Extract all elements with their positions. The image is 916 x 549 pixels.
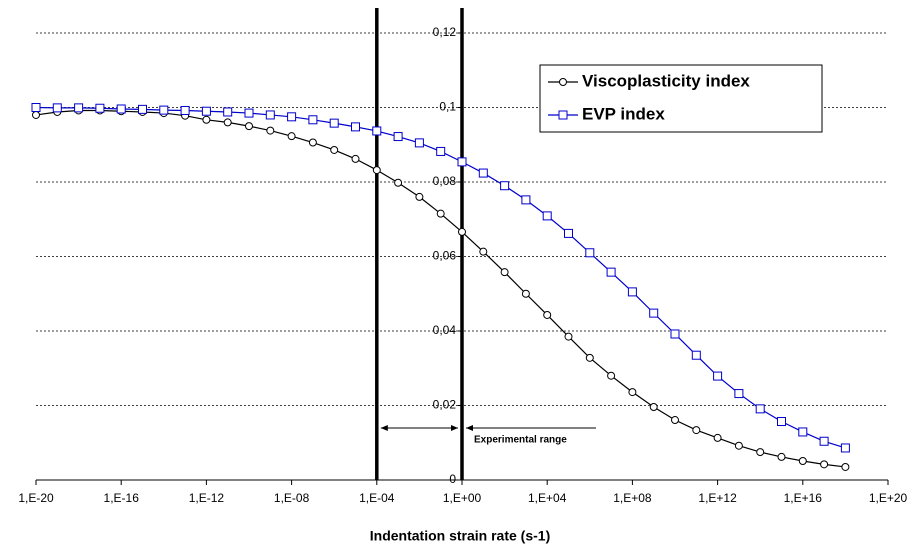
point xyxy=(159,105,169,115)
series-line xyxy=(35,109,846,468)
point xyxy=(628,388,637,397)
point xyxy=(223,107,233,117)
legend-marker xyxy=(559,78,567,86)
point xyxy=(585,248,595,258)
point xyxy=(756,448,765,457)
point xyxy=(691,350,701,360)
point xyxy=(819,436,829,446)
legend-marker xyxy=(558,110,568,120)
point xyxy=(329,118,339,128)
point xyxy=(308,115,318,125)
point xyxy=(841,462,850,471)
y-tick-label: 0,12 xyxy=(433,25,457,39)
point xyxy=(52,103,62,113)
point xyxy=(543,310,552,319)
y-tick-label: 0,06 xyxy=(433,249,457,263)
x-axis-title: Indentation strain rate (s-1) xyxy=(370,528,550,544)
point xyxy=(606,267,616,277)
point xyxy=(500,181,510,191)
y-tick-label: 0,08 xyxy=(433,174,457,188)
point xyxy=(671,416,679,425)
point xyxy=(692,426,701,435)
point xyxy=(116,104,126,114)
point xyxy=(798,427,808,437)
point xyxy=(713,433,722,442)
point xyxy=(287,112,297,122)
point xyxy=(372,166,381,175)
point xyxy=(180,105,190,115)
point xyxy=(458,227,466,236)
point xyxy=(351,122,360,132)
point xyxy=(414,138,424,148)
point xyxy=(74,103,84,113)
point xyxy=(308,138,317,147)
point xyxy=(393,132,403,142)
y-tick-label: 0,04 xyxy=(433,323,457,337)
y-tick-label: 0 xyxy=(449,472,456,486)
point xyxy=(436,209,445,218)
point xyxy=(521,195,531,205)
legend-box xyxy=(539,64,823,133)
point xyxy=(244,108,254,118)
x-tick-label: 1,E-20 xyxy=(18,491,54,505)
y-tick-label: 0,1 xyxy=(439,100,456,114)
point xyxy=(138,104,147,114)
x-tick-label: 1,E-16 xyxy=(104,491,140,505)
point xyxy=(521,289,530,298)
point xyxy=(798,457,807,466)
point xyxy=(542,211,552,221)
point xyxy=(245,122,253,131)
point xyxy=(287,132,296,141)
point xyxy=(734,389,744,399)
point xyxy=(201,106,211,116)
point xyxy=(713,371,723,381)
point xyxy=(777,452,786,461)
point xyxy=(777,417,786,427)
point xyxy=(266,126,275,135)
point xyxy=(585,353,594,362)
point xyxy=(202,115,211,124)
point xyxy=(351,154,360,163)
point xyxy=(649,402,658,411)
legend-label: EVP index xyxy=(582,104,665,123)
x-tick-label: 1,E+04 xyxy=(528,491,567,505)
point xyxy=(670,329,680,339)
point xyxy=(564,332,573,341)
point xyxy=(372,126,382,136)
point xyxy=(820,460,829,469)
x-tick-label: 1,E+12 xyxy=(698,491,737,505)
point xyxy=(436,146,446,156)
point xyxy=(627,287,637,297)
x-tick-label: 1,E-12 xyxy=(189,491,225,505)
point xyxy=(265,110,275,120)
point xyxy=(840,443,850,453)
point xyxy=(95,103,105,113)
point xyxy=(734,441,743,450)
point xyxy=(31,103,41,112)
point xyxy=(457,157,467,167)
point xyxy=(564,228,573,238)
point xyxy=(478,168,488,178)
point xyxy=(755,404,765,414)
x-tick-label: 1,E+00 xyxy=(443,491,482,505)
point xyxy=(223,118,232,127)
x-tick-label: 1,E-08 xyxy=(274,491,310,505)
x-tick-label: 1,E+08 xyxy=(613,491,652,505)
point xyxy=(415,192,424,201)
range-label: Experimental range xyxy=(474,435,567,446)
point xyxy=(330,145,339,154)
point xyxy=(607,371,616,380)
legend-label: Viscoplasticity index xyxy=(582,71,750,90)
x-tick-label: 1,E+20 xyxy=(869,491,908,505)
y-tick-label: 0,02 xyxy=(433,398,457,412)
point xyxy=(479,247,488,256)
x-tick-label: 1,E+16 xyxy=(784,491,823,505)
point xyxy=(394,178,403,187)
x-tick-label: 1,E-04 xyxy=(359,491,395,505)
point xyxy=(500,268,509,277)
point xyxy=(32,110,40,119)
point xyxy=(649,308,659,318)
